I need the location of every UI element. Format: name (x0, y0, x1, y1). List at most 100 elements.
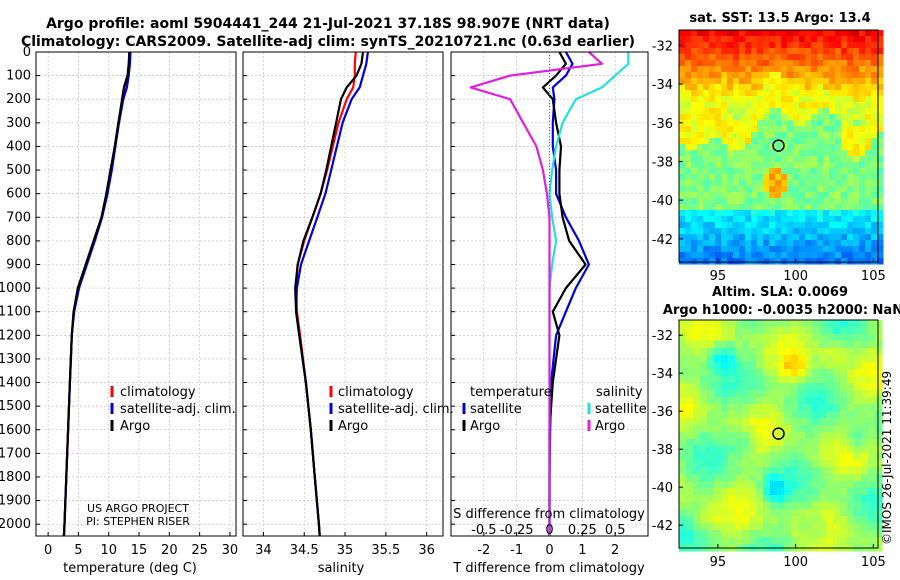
map-cell (697, 84, 704, 91)
map-cell (775, 102, 782, 109)
map-cell (826, 537, 834, 545)
map-cell (823, 84, 830, 91)
map-cell (763, 240, 770, 247)
map-cell (715, 222, 722, 229)
map-cell (823, 72, 830, 79)
y-tick-label: -32 (652, 329, 673, 344)
map-cell (823, 180, 830, 187)
x-tick-label: 105 (861, 269, 886, 284)
map-cell (715, 180, 722, 187)
map-cell (756, 516, 764, 524)
project-note-line2: PI: STEPHEN RISER (86, 515, 190, 528)
map-cell (793, 114, 800, 121)
map-cell (693, 390, 701, 398)
map-cell (679, 488, 687, 496)
map-cell (775, 48, 782, 55)
map-cell (823, 234, 830, 241)
map-cell (854, 467, 862, 475)
map-cell (781, 114, 788, 121)
map-cell (854, 425, 862, 433)
plot-frame (242, 51, 444, 537)
map-cell (749, 425, 757, 433)
map-cell (727, 60, 734, 67)
map-cell (727, 204, 734, 211)
map-cell (859, 60, 866, 67)
map-cell (742, 523, 750, 531)
map-cell (727, 114, 734, 121)
map-cell (819, 425, 827, 433)
map-cell (784, 502, 792, 510)
map-cell (859, 186, 866, 193)
map-cell (777, 362, 785, 370)
map-cell (877, 66, 884, 73)
map-cell (853, 102, 860, 109)
map-cell (875, 334, 883, 342)
map-cell (721, 36, 728, 43)
map-cell (853, 54, 860, 61)
map-cell (714, 334, 722, 342)
map-cell (868, 362, 876, 370)
map-cell (841, 252, 848, 259)
map-cell (715, 246, 722, 253)
map-cell (733, 216, 740, 223)
map-cell (770, 341, 778, 349)
map-cell (691, 204, 698, 211)
series-line-black (62, 51, 131, 537)
map-cell (805, 204, 812, 211)
map-cell (693, 348, 701, 356)
map-cell (679, 523, 687, 531)
credit-timestamp: ©IMOS 26-Jul-2021 11:39:49 (880, 370, 894, 545)
map-cell (756, 488, 764, 496)
map-cell (805, 84, 812, 91)
map-cell (700, 320, 708, 328)
map-cell (861, 362, 869, 370)
map-cell (721, 132, 728, 139)
map-cell (679, 383, 687, 391)
map-cell (877, 156, 884, 163)
map-cell (715, 186, 722, 193)
map-cell (811, 150, 818, 157)
map-cell (697, 156, 704, 163)
map-cell (721, 320, 729, 328)
map-cell (763, 530, 771, 538)
map-cell (679, 66, 686, 73)
map-cell (763, 78, 770, 85)
map-cell (769, 108, 776, 115)
map-cell (685, 120, 692, 127)
map-cell (861, 530, 869, 538)
map-cell (787, 72, 794, 79)
map-cell (763, 168, 770, 175)
map-cell (835, 120, 842, 127)
map-cell (721, 198, 728, 205)
map-cell (763, 114, 770, 121)
map-cell (829, 36, 836, 43)
map-cell (693, 404, 701, 412)
map-cell (777, 404, 785, 412)
map-cell (763, 481, 771, 489)
map-cell (721, 474, 729, 482)
map-cell (745, 258, 752, 265)
map-cell (871, 186, 878, 193)
map-cell (841, 84, 848, 91)
map-cell (859, 228, 866, 235)
y-tick-label: -36 (652, 117, 673, 132)
legend-label: satellite-adj. clim. (338, 402, 454, 417)
map-cell (775, 30, 782, 37)
map-cell (693, 425, 701, 433)
map-cell (733, 30, 740, 37)
map-cell (757, 228, 764, 235)
map-cell (793, 42, 800, 49)
map-cell (686, 537, 694, 545)
map-cell (799, 48, 806, 55)
map-cell (854, 488, 862, 496)
map-cell (735, 460, 743, 468)
map-cell (745, 186, 752, 193)
map-cell (817, 252, 824, 259)
map-cell (798, 537, 806, 545)
map-cell (812, 537, 820, 545)
map-cell (742, 334, 750, 342)
x-tick-label: 34 (255, 543, 272, 558)
map-cell (735, 446, 743, 454)
map-cell (727, 198, 734, 205)
map-cell (721, 54, 728, 61)
